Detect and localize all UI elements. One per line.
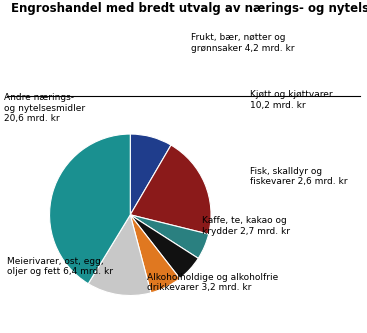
Text: Fisk, skalldyr og
fiskevarer 2,6 mrd. kr: Fisk, skalldyr og fiskevarer 2,6 mrd. kr (250, 167, 347, 186)
Wedge shape (130, 145, 211, 234)
Wedge shape (88, 215, 151, 295)
Text: Kjøtt og kjøttvarer
10,2 mrd. kr: Kjøtt og kjøttvarer 10,2 mrd. kr (250, 90, 332, 110)
Wedge shape (130, 215, 209, 258)
Text: Andre nærings-
og nytelsesmidler
20,6 mrd. kr: Andre nærings- og nytelsesmidler 20,6 mr… (4, 93, 85, 123)
Wedge shape (130, 134, 171, 215)
Text: Meierivarer, ost, egg,
oljer og fett 6,4 mrd. kr: Meierivarer, ost, egg, oljer og fett 6,4… (7, 257, 113, 276)
Text: Kaffe, te, kakao og
krydder 2,7 mrd. kr: Kaffe, te, kakao og krydder 2,7 mrd. kr (202, 216, 290, 236)
Wedge shape (130, 215, 198, 278)
Wedge shape (50, 134, 130, 284)
Text: Alkoholholdige og alkoholfrie
drikkevarer 3,2 mrd. kr: Alkoholholdige og alkoholfrie drikkevare… (147, 273, 278, 292)
Text: Frukt, bær, nøtter og
grønnsaker 4,2 mrd. kr: Frukt, bær, nøtter og grønnsaker 4,2 mrd… (191, 33, 294, 53)
Wedge shape (130, 215, 180, 293)
Text: Engroshandel med bredt utvalg av nærings- og nytelsesmidler. Engroshandel med næ: Engroshandel med bredt utvalg av nærings… (11, 2, 367, 15)
